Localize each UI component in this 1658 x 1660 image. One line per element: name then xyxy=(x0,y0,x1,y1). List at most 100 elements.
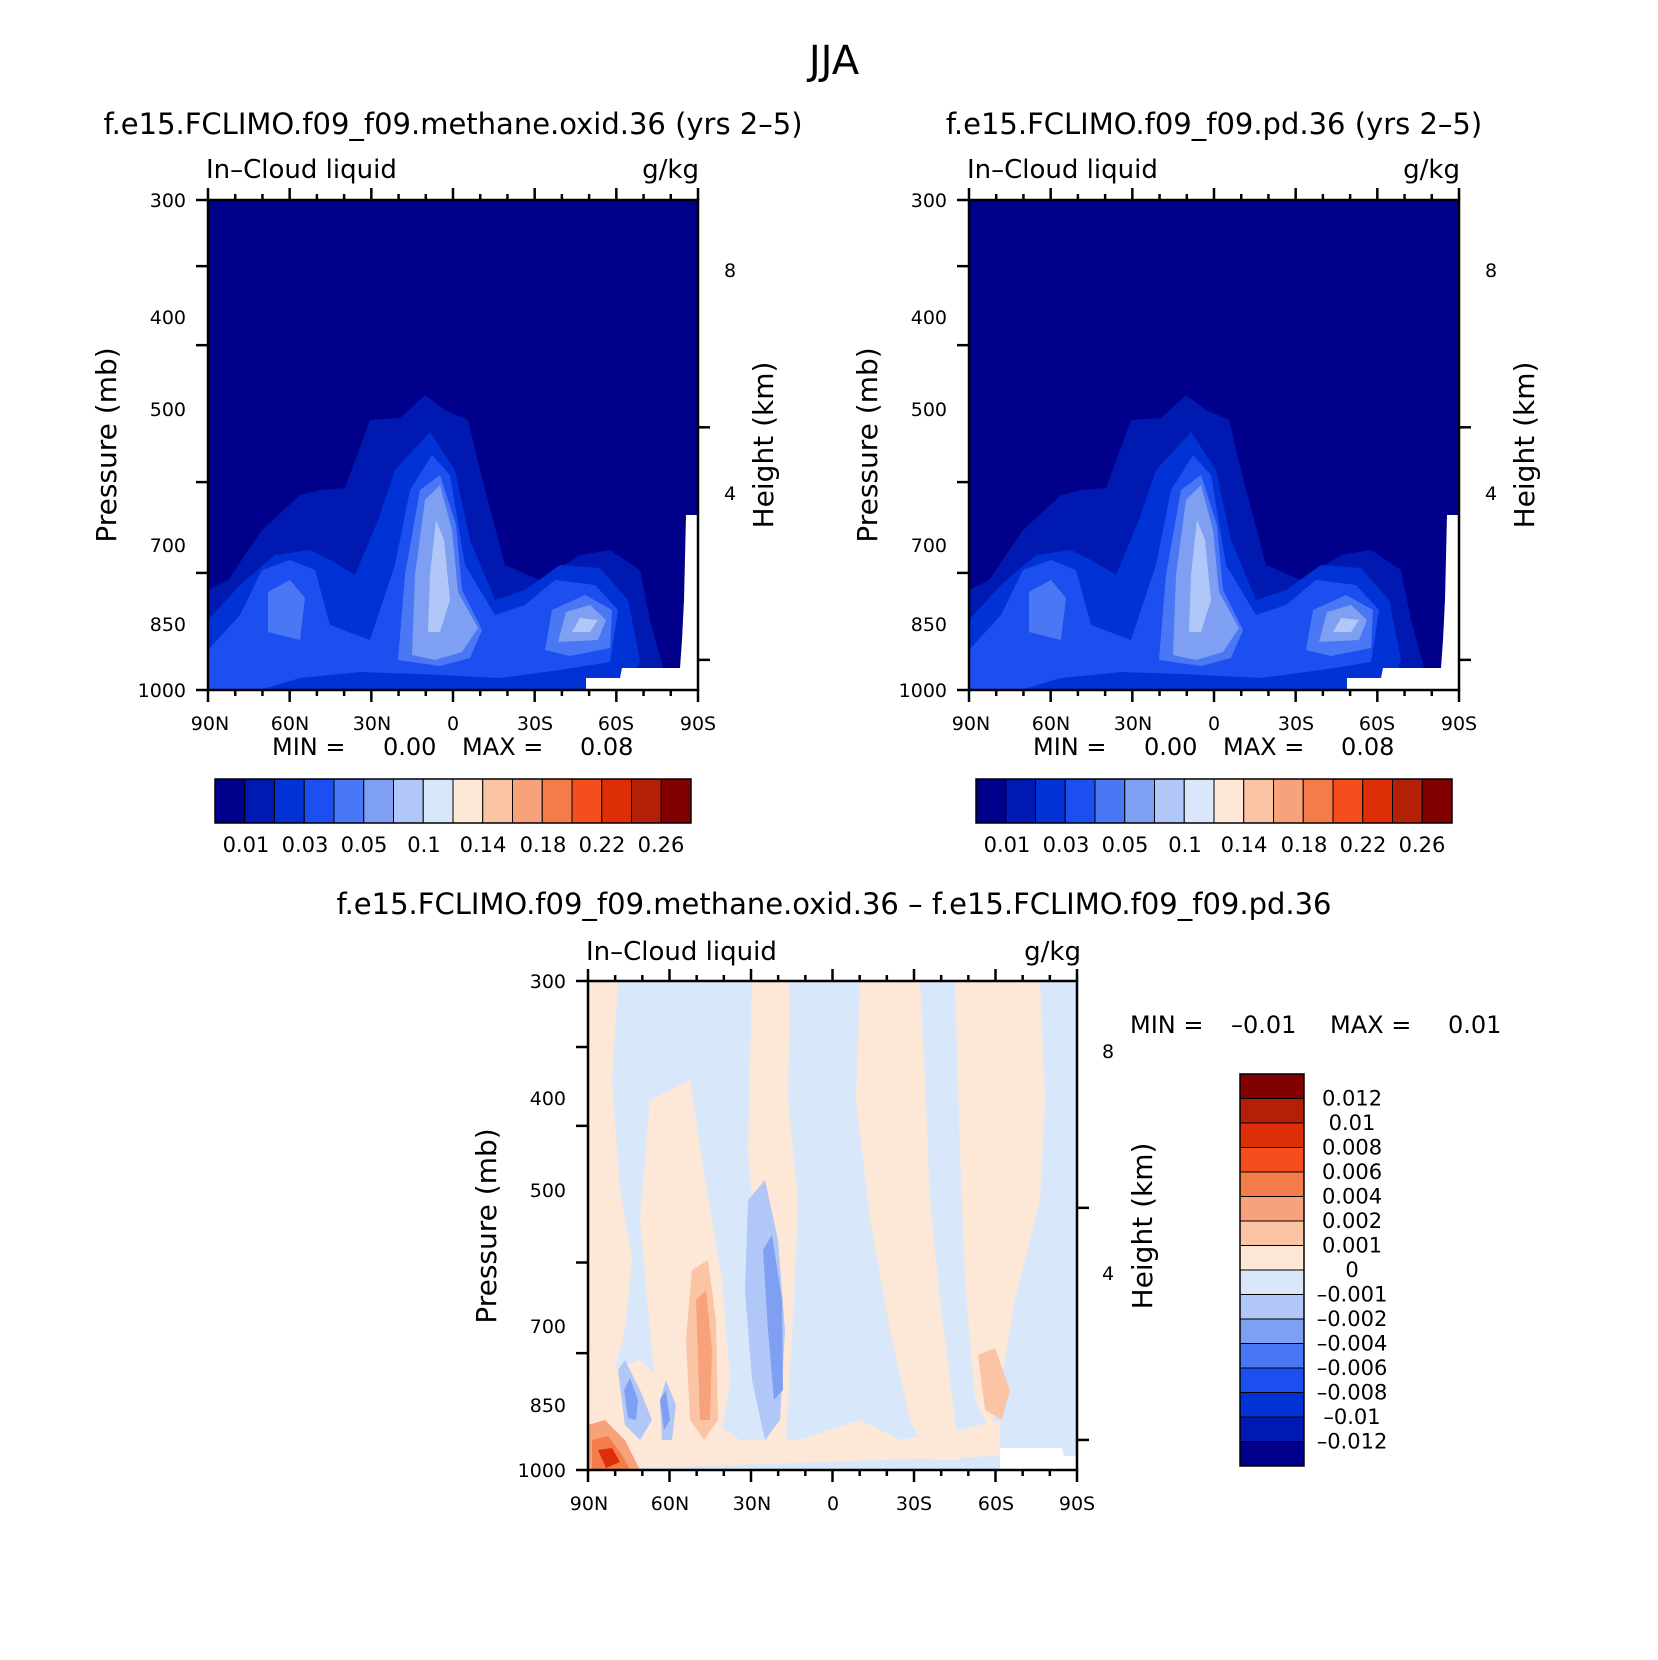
panel-c-colorbar-label-13: –0.008 xyxy=(1317,1381,1388,1405)
panel-b-y-ticks xyxy=(957,198,1471,692)
panel-c-y-axis-label: Pressure (mb) xyxy=(470,1128,503,1323)
panel-b-x-tick-30s: 30S xyxy=(1278,713,1314,735)
panel-a-plot-area xyxy=(208,200,698,690)
panel-c-positive-band-1 xyxy=(590,981,632,1380)
panel-b-x-tick-60s: 60S xyxy=(1359,713,1395,735)
panel-a-colorbar-box-7 xyxy=(393,778,424,824)
panel-b-minmax: MIN = 0.00 MAX = 0.08 xyxy=(1033,733,1394,761)
panel-b-colorbar-box-11 xyxy=(1273,778,1304,824)
panel-a-contour-level-6 xyxy=(428,520,598,632)
panel-c-colorbar-box-2 xyxy=(1239,1098,1305,1124)
panel-b-max-label: MAX = xyxy=(1223,733,1304,761)
panel-a-x-tick-60n: 60N xyxy=(271,713,309,735)
panel-c-colorbar-label-8: 0 xyxy=(1345,1258,1358,1282)
panel-a-colorbar-box-3 xyxy=(274,778,305,824)
panel-c-x-tick-30n: 30N xyxy=(733,1493,771,1515)
panel-a-colorbar-box-10 xyxy=(482,778,513,824)
panel-c-colorbar-label-9: –0.001 xyxy=(1317,1283,1388,1307)
panel-c: f.e15.FCLIMO.f09_f09.methane.oxid.36 – f… xyxy=(336,887,1501,1515)
panel-a-y-tick-labels: 300 400 500 700 850 1000 xyxy=(138,190,186,702)
panel-b-colorbar-label-1: 0.01 xyxy=(984,833,1031,857)
panel-b-colorbar-box-16 xyxy=(1421,778,1453,824)
panel-b-colorbar-label-6: 0.18 xyxy=(1281,833,1328,857)
panel-b-colorbar-box-9 xyxy=(1213,778,1245,824)
panel-a-y-tick-850: 850 xyxy=(150,614,186,636)
panel-a-height-tick-labels: 8 4 xyxy=(724,260,736,505)
panel-b-height-tick-4: 4 xyxy=(1485,483,1497,505)
panel-a-colorbar-label-8: 0.26 xyxy=(638,833,685,857)
panel-c-positive-band-3 xyxy=(748,981,798,1440)
panel-c-min-value: –0.01 xyxy=(1231,1011,1296,1039)
panel-a-right-label: g/kg xyxy=(642,155,699,185)
panel-c-colorbar-box-1 xyxy=(1239,1073,1305,1099)
panel-a-colorbar-box-12 xyxy=(541,778,573,824)
panel-b-y-axis-label-right: Height (km) xyxy=(1508,362,1541,529)
panel-b-y-tick-500: 500 xyxy=(911,399,947,421)
panel-b-height-tick-labels: 8 4 xyxy=(1485,260,1497,505)
panel-a-y-tick-400: 400 xyxy=(150,307,186,329)
panel-c-colorbar-box-15 xyxy=(1239,1416,1305,1442)
panel-c-colorbar-box-6 xyxy=(1239,1196,1305,1222)
panel-a-x-tick-90s: 90S xyxy=(680,713,716,735)
panel-b-colorbar-box-2 xyxy=(1005,778,1036,824)
panel-b-x-tick-90s: 90S xyxy=(1441,713,1477,735)
panel-c-max-value: 0.01 xyxy=(1448,1011,1501,1039)
panel-a-colorbar-label-1: 0.01 xyxy=(223,833,270,857)
panel-a-colorbar-box-16 xyxy=(660,778,692,824)
panel-a-y-ticks xyxy=(196,198,710,692)
panel-a-colorbar-labels: 0.01 0.03 0.05 0.1 0.14 0.18 0.22 0.26 xyxy=(223,833,685,857)
panel-a-colorbar-box-14 xyxy=(601,778,632,824)
panel-b-left-label: In–Cloud liquid xyxy=(967,155,1158,185)
panel-a-max-value: 0.08 xyxy=(580,733,633,761)
panel-c-y-tick-700: 700 xyxy=(530,1316,566,1338)
panel-c-colorbar-label-10: –0.002 xyxy=(1317,1307,1388,1331)
panel-a-y-tick-300: 300 xyxy=(150,190,186,212)
panel-c-colorbar-box-16 xyxy=(1239,1441,1305,1467)
panel-a-colorbar-box-11 xyxy=(512,778,543,824)
panel-c-colorbar-box-9 xyxy=(1239,1269,1305,1295)
panel-b-colorbar-label-2: 0.03 xyxy=(1043,833,1090,857)
panel-c-positive-band-4 xyxy=(800,981,960,1460)
panel-c-y-tick-400: 400 xyxy=(530,1088,566,1110)
panel-c-colorbar-box-11 xyxy=(1239,1318,1305,1344)
panel-a-height-tick-4: 4 xyxy=(724,483,736,505)
panel-c-x-tick-0: 0 xyxy=(827,1493,839,1515)
panel-b-title: f.e15.FCLIMO.f09_f09.pd.36 (yrs 2–5) xyxy=(946,107,1482,141)
panel-a-colorbar-label-5: 0.14 xyxy=(460,833,507,857)
panel-c-colorbar-label-1: 0.012 xyxy=(1322,1087,1382,1111)
panel-b-y-tick-300: 300 xyxy=(911,190,947,212)
panel-a-x-tick-0: 0 xyxy=(447,713,459,735)
panel-c-y-tick-850: 850 xyxy=(530,1395,566,1417)
panel-a-colorbar-label-7: 0.22 xyxy=(579,833,626,857)
panel-b-colorbar-box-8 xyxy=(1183,778,1215,824)
panel-c-colorbar-label-5: 0.004 xyxy=(1322,1185,1382,1209)
panel-a-y-tick-500: 500 xyxy=(150,399,186,421)
panel-c-colorbar-box-8 xyxy=(1239,1245,1305,1271)
panel-c-colorbar-box-7 xyxy=(1239,1220,1305,1246)
panel-c-positive-zone-6 xyxy=(598,1448,620,1468)
panel-b-colorbar-labels: 0.01 0.03 0.05 0.1 0.14 0.18 0.22 0.26 xyxy=(984,833,1446,857)
panel-c-colorbar-box-13 xyxy=(1239,1367,1305,1393)
panel-a-colorbar xyxy=(214,778,692,824)
panel-a-y-axis-label: Pressure (mb) xyxy=(90,347,123,542)
panel-a-colorbar-label-2: 0.03 xyxy=(282,833,329,857)
panel-b-colorbar-box-10 xyxy=(1243,778,1274,824)
panel-a-contour-level-5 xyxy=(412,485,606,660)
panel-b-colorbar-box-4 xyxy=(1064,778,1096,824)
panel-a-colorbar-label-3: 0.05 xyxy=(341,833,388,857)
panel-a-x-tick-30n: 30N xyxy=(353,713,391,735)
panel-c-positive-zone-2 xyxy=(696,1290,712,1420)
panel-c-colorbar-label-14: –0.01 xyxy=(1323,1405,1380,1429)
panel-b-y-tick-700: 700 xyxy=(911,535,947,557)
panel-c-x-ticks xyxy=(586,969,1079,1482)
panel-c-colorbar-frame xyxy=(1239,1073,1305,1467)
panel-a-y-tick-1000: 1000 xyxy=(138,680,186,702)
panel-c-height-tick-8: 8 xyxy=(1102,1041,1114,1063)
panel-c-x-tick-labels: 90N 60N 30N 0 30S 60S 90S xyxy=(570,1493,1095,1515)
panel-b-colorbar-box-15 xyxy=(1392,778,1423,824)
panel-a-x-tick-60s: 60S xyxy=(598,713,634,735)
panel-c-colorbar-box-12 xyxy=(1239,1343,1305,1369)
panel-b-missing-data-region xyxy=(1347,515,1459,690)
panel-b-max-value: 0.08 xyxy=(1341,733,1394,761)
panel-a-x-ticks xyxy=(206,188,700,702)
